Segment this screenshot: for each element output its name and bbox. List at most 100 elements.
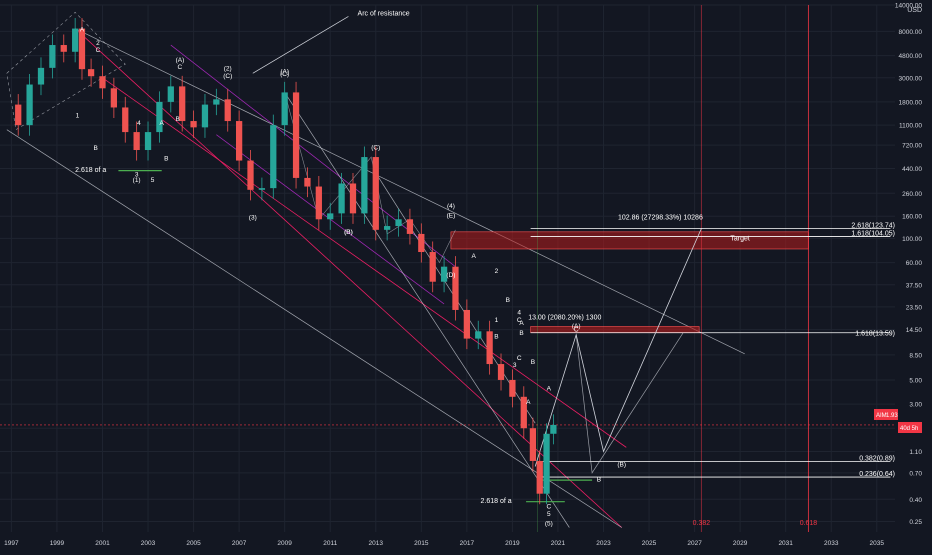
fib-note-top: 2.618 of a bbox=[75, 167, 106, 174]
wave-label: (1) bbox=[133, 177, 141, 184]
candle-body bbox=[304, 177, 311, 187]
candle bbox=[550, 414, 557, 445]
candle-body bbox=[543, 433, 550, 494]
candle-body bbox=[292, 92, 300, 178]
time-tick: 2021 bbox=[551, 540, 566, 547]
candle bbox=[292, 81, 300, 189]
candle bbox=[520, 386, 527, 439]
wave-label: 3 bbox=[513, 362, 517, 369]
candle-body bbox=[395, 219, 402, 227]
candle bbox=[60, 34, 67, 63]
candle bbox=[26, 73, 33, 136]
price-tick: 37.50 bbox=[906, 282, 923, 289]
candle-body bbox=[361, 157, 368, 214]
initial-channel bbox=[6, 11, 126, 131]
candle-body bbox=[201, 104, 209, 128]
time-tick: 2027 bbox=[687, 540, 702, 547]
candle-body bbox=[190, 121, 197, 128]
projection-mid-label: 13.00 (2080.20%) 1300 bbox=[528, 314, 601, 321]
time-tick: 1997 bbox=[4, 540, 19, 547]
candle-body bbox=[440, 266, 448, 282]
wave-label: (3) bbox=[249, 214, 257, 221]
candle bbox=[395, 208, 402, 237]
price-tick: 60.00 bbox=[906, 260, 923, 267]
wave-label: B bbox=[597, 477, 601, 484]
candle-body bbox=[475, 331, 482, 339]
resistance-zone bbox=[530, 326, 700, 333]
candle-body bbox=[15, 104, 22, 126]
price-axis[interactable]: USD 14000.00 8000.00 4800.00 3000.00 1800.00… bbox=[895, 0, 932, 550]
time-tick: 2035 bbox=[870, 540, 885, 547]
candle-body bbox=[247, 160, 254, 190]
price-tick: 0.25 bbox=[909, 519, 922, 526]
price-tick: 160.00 bbox=[902, 214, 922, 221]
candle-body bbox=[78, 28, 86, 70]
candle bbox=[37, 57, 45, 96]
price-tick: 14000.00 bbox=[895, 3, 922, 10]
wave-label: B bbox=[531, 359, 535, 366]
wave-label: 3 bbox=[135, 172, 139, 179]
candle-body bbox=[550, 424, 557, 434]
candle bbox=[110, 77, 117, 119]
fib-label-1618-top: 1.618(104.05) bbox=[851, 231, 895, 238]
candle bbox=[509, 369, 516, 408]
wave-label: C bbox=[178, 64, 183, 71]
candle bbox=[270, 114, 277, 199]
candle-body bbox=[110, 88, 117, 108]
ticker-price: 1.93 bbox=[886, 413, 898, 419]
target-zone bbox=[450, 231, 809, 250]
candle bbox=[133, 121, 140, 161]
trendline bbox=[74, 28, 745, 355]
candle bbox=[99, 65, 106, 99]
candle bbox=[406, 208, 414, 245]
wave-label: 4 bbox=[137, 120, 141, 127]
fib-label-1618-mid: 1.618(13.59) bbox=[855, 331, 895, 338]
candle-body bbox=[156, 101, 163, 133]
candle bbox=[258, 177, 266, 201]
candle bbox=[475, 320, 482, 350]
wave-label: 5 bbox=[547, 511, 551, 518]
time-tick: 2023 bbox=[596, 540, 611, 547]
candle bbox=[144, 121, 152, 161]
candle bbox=[463, 299, 470, 350]
wave-label: (5) bbox=[545, 520, 553, 527]
candle bbox=[15, 94, 22, 136]
candle bbox=[349, 172, 357, 224]
candle bbox=[224, 88, 231, 132]
candle-body bbox=[536, 460, 543, 494]
time-tick: 2025 bbox=[642, 540, 657, 547]
candle-body bbox=[26, 84, 33, 126]
time-tick: 2001 bbox=[95, 540, 110, 547]
time-axis[interactable]: 1997 1999 2001 2003 2005 2007 2009 2011 2013 2015… bbox=[0, 533, 932, 550]
candle-body bbox=[258, 188, 266, 190]
candles bbox=[15, 18, 557, 505]
candle bbox=[418, 223, 425, 263]
candle-body bbox=[338, 183, 345, 214]
wave-label: B bbox=[93, 145, 97, 152]
time-tick: 2033 bbox=[824, 540, 839, 547]
candle-body bbox=[372, 157, 379, 230]
trendline bbox=[284, 92, 570, 528]
wave-label: (C) bbox=[371, 144, 380, 151]
price-tick: 3000.00 bbox=[899, 75, 923, 82]
candle bbox=[167, 75, 174, 113]
channel-line bbox=[102, 77, 627, 448]
candle bbox=[372, 146, 379, 241]
candle-body bbox=[486, 331, 493, 365]
wave-label: 2 bbox=[96, 40, 100, 47]
candle bbox=[213, 88, 220, 116]
price-tag: AIM 1.93 40d 5h bbox=[874, 409, 922, 433]
candle-body bbox=[384, 226, 391, 230]
drawings: Target 0.382 0.618 2.618(123.74) 1.618(104.0… bbox=[0, 5, 895, 532]
price-tick: 3.00 bbox=[909, 402, 922, 409]
wave-label: (B) bbox=[344, 229, 353, 236]
time-tick: 2005 bbox=[186, 540, 201, 547]
candle-body bbox=[418, 233, 425, 253]
price-tick: 1.10 bbox=[909, 449, 922, 456]
wave-label: A bbox=[519, 320, 524, 327]
wave-label: C bbox=[546, 503, 551, 510]
time-tick: 2003 bbox=[141, 540, 156, 547]
price-tick: 720.00 bbox=[902, 143, 922, 150]
